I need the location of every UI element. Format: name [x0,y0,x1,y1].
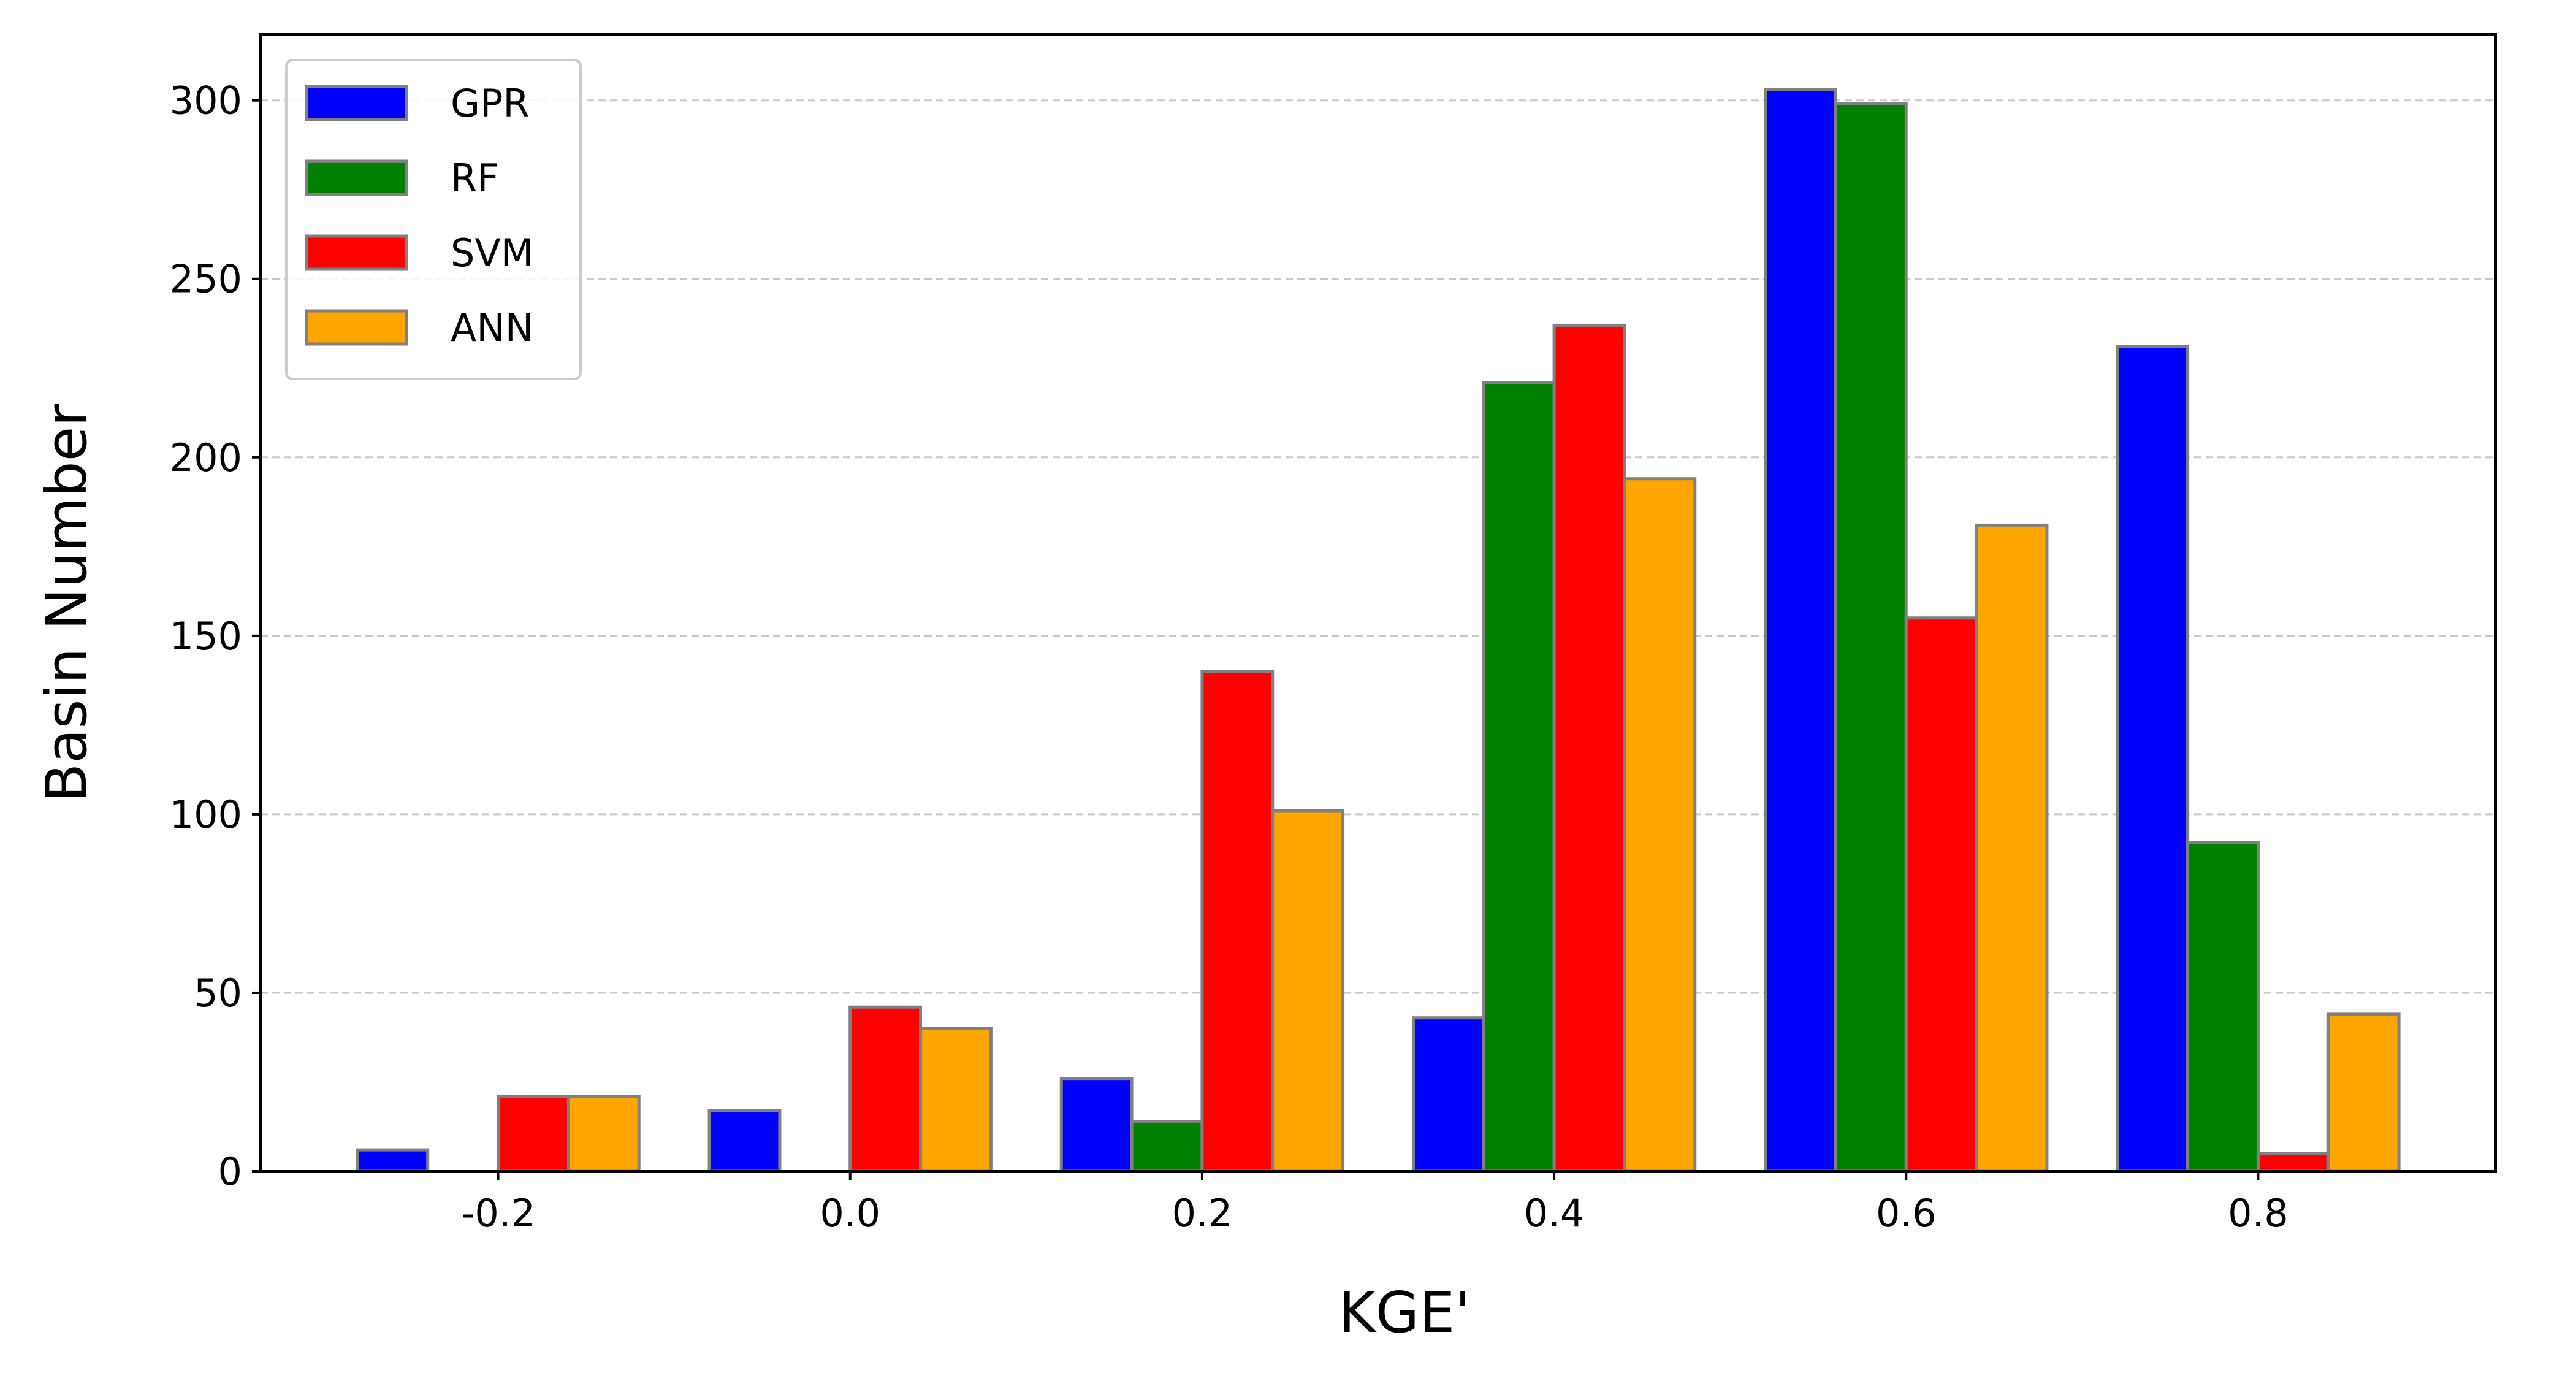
bar-rf-3 [1482,381,1556,1173]
bar-svm-1 [848,1005,923,1173]
bar-svm-0 [497,1095,570,1173]
bar-gpr-2 [1059,1077,1134,1173]
bar-svm-4 [1904,616,1978,1173]
x-tick-label: 0.0 [820,1191,880,1236]
legend-label-svm: SVM [451,231,533,275]
plot-frame [259,33,2497,1173]
bar-ann-5 [2326,1012,2401,1173]
y-axis-ticks: 0 50 100 150 200 250 300 [170,78,261,1194]
bar-gpr-1 [707,1109,782,1173]
bar-ann-4 [1975,523,2049,1173]
y-tick-label: 250 [170,257,242,302]
bar-svm-5 [2256,1152,2330,1173]
legend-swatch-svm [305,234,408,271]
legend-swatch-ann [305,309,408,346]
bar-rf-2 [1130,1120,1204,1173]
legend-swatch-gpr [305,85,408,121]
y-axis-label: Basin Number [34,404,99,802]
legend-label-rf: RF [451,156,499,201]
x-tick-label: 0.4 [1524,1191,1585,1236]
y-tick-label: 300 [170,78,242,123]
y-tick-label: 150 [170,614,242,659]
legend-label-ann: ANN [451,305,533,350]
x-tick-label: 0.8 [2228,1191,2288,1236]
bar-gpr-0 [356,1148,430,1173]
bar-ann-2 [1271,809,1345,1173]
legend-label-gpr: GPR [451,81,530,126]
bar-gpr-5 [2116,345,2190,1173]
bar-gpr-3 [1411,1016,1485,1173]
x-tick-label: 0.6 [1876,1191,1937,1236]
bar-ann-3 [1623,477,1697,1173]
x-tick-label: 0.2 [1172,1191,1233,1236]
y-tick-label: 200 [170,435,242,480]
y-tick-label: 0 [218,1149,242,1194]
x-tick-label: -0.2 [461,1191,535,1236]
bar-rf-4 [1834,102,1908,1173]
bar-svm-2 [1200,670,1275,1173]
y-tick-label: 50 [194,971,242,1016]
legend: GPR RF SVM ANN [285,59,582,380]
bar-rf-5 [2186,841,2260,1173]
x-axis-ticks: -0.2 0.0 0.2 0.4 0.6 0.8 [461,1171,2288,1236]
bars [356,88,2401,1173]
legend-swatch-rf [305,159,408,196]
bar-svm-3 [1552,323,1626,1173]
legend-box [285,59,582,380]
y-tick-label: 100 [170,792,242,837]
bar-ann-1 [919,1027,993,1173]
bar-gpr-4 [1764,88,1837,1173]
bar-ann-0 [566,1095,641,1173]
x-axis-label: KGE' [1338,1280,1470,1345]
